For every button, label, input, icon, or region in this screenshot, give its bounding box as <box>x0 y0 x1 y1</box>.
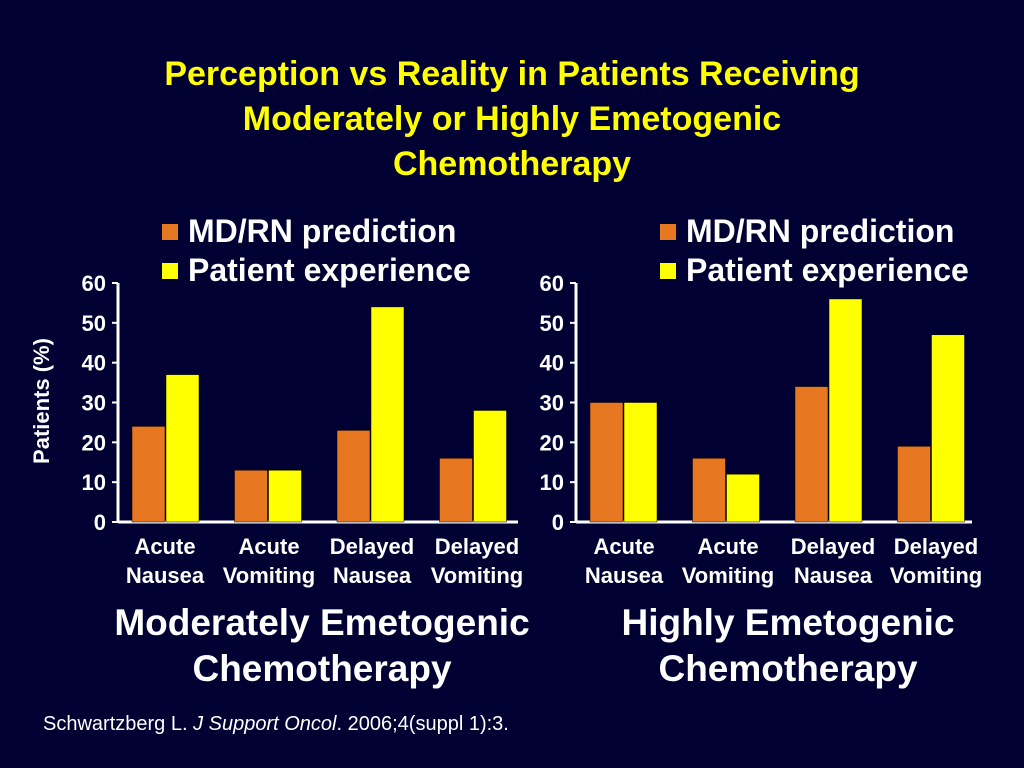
bar-experience <box>828 298 863 523</box>
legend-swatch-experience <box>162 262 178 279</box>
y-tick-label: 20 <box>540 430 564 455</box>
bar-prediction <box>589 402 624 523</box>
legend-item-experience: Patient experience <box>162 251 471 290</box>
y-tick-label: 10 <box>540 470 564 495</box>
x-category-label: Acute <box>697 534 758 559</box>
y-tick-label: 40 <box>540 351 564 376</box>
y-tick-label: 40 <box>82 351 106 376</box>
y-tick-label: 60 <box>82 271 106 296</box>
bar-prediction <box>439 458 473 523</box>
subtitle-high-line-2: Chemotherapy <box>658 648 918 689</box>
x-category-label: Acute <box>238 534 299 559</box>
x-category-label: Nausea <box>126 563 205 588</box>
x-category-label: Delayed <box>791 534 875 559</box>
y-tick-label: 30 <box>82 391 106 416</box>
bar-prediction <box>692 458 726 523</box>
legend-label-prediction: MD/RN prediction <box>686 213 955 249</box>
bar-experience <box>473 410 507 523</box>
x-category-label: Vomiting <box>682 563 774 588</box>
title-line-3: Chemotherapy <box>392 145 632 183</box>
subtitle-high-line-1: Highly Emetogenic <box>621 602 955 643</box>
subtitle-moderate-line-1: Moderately Emetogenic <box>114 602 530 643</box>
y-tick-label: 50 <box>540 311 564 336</box>
y-tick-label: 30 <box>540 391 564 416</box>
x-category-label: Acute <box>134 534 195 559</box>
source-citation: Schwartzberg L. J Support Oncol. 2006;4(… <box>43 713 509 736</box>
x-category-label: Nausea <box>585 563 664 588</box>
source-journal: J Support Oncol <box>193 713 337 735</box>
legend-item-experience: Patient experience <box>660 251 969 290</box>
y-tick-label: 10 <box>82 470 106 495</box>
subtitle-moderate-line-2: Chemotherapy <box>192 648 452 689</box>
x-category-label: Nausea <box>333 563 412 588</box>
bar-experience <box>268 469 302 523</box>
source-author: Schwartzberg L. <box>43 713 194 735</box>
x-category-label: Nausea <box>794 563 873 588</box>
legend-swatch-prediction <box>660 223 676 240</box>
x-category-label: Delayed <box>894 534 978 559</box>
legend-left: MD/RN prediction Patient experience <box>162 212 471 290</box>
source-citation-text: . 2006;4(suppl 1):3. <box>336 713 509 735</box>
x-category-label: Vomiting <box>890 563 982 588</box>
y-tick-label: 50 <box>82 311 106 336</box>
slide-title: Perception vs Reality in Patients Receiv… <box>0 52 1024 187</box>
bar-experience <box>370 306 405 523</box>
bar-experience <box>726 473 760 523</box>
y-tick-label: 20 <box>82 430 106 455</box>
bar-prediction <box>794 386 829 523</box>
legend-swatch-experience <box>660 262 676 279</box>
title-line-2: Moderately or Highly Emetogenic <box>242 100 782 138</box>
y-tick-label: 0 <box>94 510 106 535</box>
bar-prediction <box>897 446 931 523</box>
chart-subtitle-high: Highly Emetogenic Chemotherapy <box>548 600 1024 692</box>
chart-subtitle-moderate: Moderately Emetogenic Chemotherapy <box>72 600 572 692</box>
bar-experience <box>165 374 200 523</box>
bar-prediction <box>131 426 166 523</box>
bar-prediction <box>336 430 371 523</box>
x-category-label: Delayed <box>435 534 519 559</box>
legend-label-experience: Patient experience <box>686 252 969 288</box>
x-category-label: Acute <box>593 534 654 559</box>
legend-item-prediction: MD/RN prediction <box>660 212 969 251</box>
legend-item-prediction: MD/RN prediction <box>162 212 471 251</box>
legend-right: MD/RN prediction Patient experience <box>660 212 969 290</box>
legend-swatch-prediction <box>162 223 178 240</box>
x-category-label: Delayed <box>330 534 414 559</box>
title-line-1: Perception vs Reality in Patients Receiv… <box>164 55 860 93</box>
bar-experience <box>623 402 658 523</box>
bar-experience <box>931 334 965 523</box>
y-tick-label: 60 <box>540 271 564 296</box>
legend-label-prediction: MD/RN prediction <box>188 213 457 249</box>
bar-prediction <box>234 469 268 523</box>
legend-label-experience: Patient experience <box>188 252 471 288</box>
x-category-label: Vomiting <box>223 563 315 588</box>
y-tick-label: 0 <box>552 510 564 535</box>
x-category-label: Vomiting <box>431 563 523 588</box>
